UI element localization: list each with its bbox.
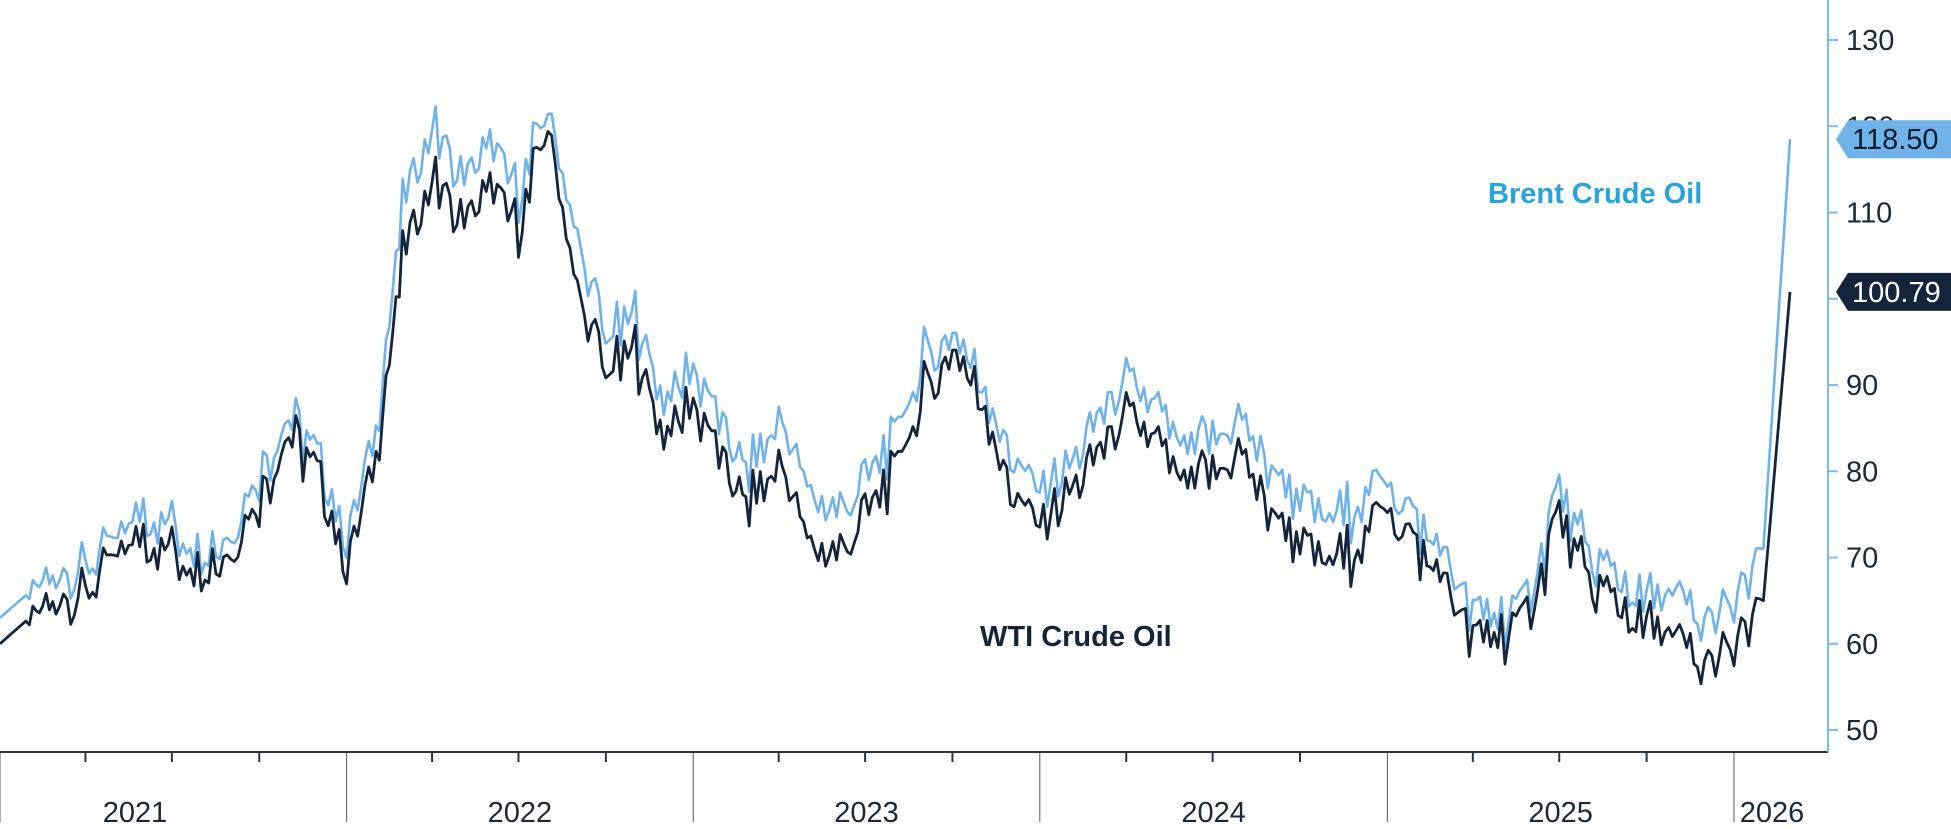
axes: [0, 0, 1829, 753]
y-tick-label-130: 130: [1846, 25, 1894, 57]
x-tick-label-2024: 2024: [1181, 797, 1246, 829]
x-tick-label-2021: 2021: [103, 797, 168, 829]
series-lines: [0, 105, 1792, 686]
wti-last-value-label: 100.79: [1852, 277, 1941, 309]
x-axis-separators: [0, 752, 1735, 822]
x-axis-ticks: 2021 2022 2023 2024 2025 2026: [84, 752, 1805, 829]
y-tick-label-110: 110: [1846, 198, 1892, 230]
wti-series-label: WTI Crude Oil: [980, 621, 1172, 653]
x-tick-label-2026: 2026: [1740, 797, 1805, 829]
y-tick-label-70: 70: [1846, 543, 1878, 575]
wti-line: [0, 130, 1792, 686]
y-tick-label-80: 80: [1846, 456, 1878, 488]
wti-last-value-tag: [1836, 272, 1951, 311]
brent-last-value-tag: [1836, 120, 1951, 159]
brent-line: [0, 105, 1792, 649]
x-tick-label-2025: 2025: [1528, 797, 1593, 829]
last-value-tags: 118.50 100.79: [1836, 120, 1951, 311]
brent-last-value-label: 118.50: [1852, 124, 1939, 156]
x-tick-label-2023: 2023: [834, 797, 899, 829]
brent-series-label: Brent Crude Oil: [1488, 178, 1702, 210]
x-tick-label-2022: 2022: [488, 797, 553, 829]
y-tick-label-90: 90: [1846, 370, 1878, 402]
y-tick-label-60: 60: [1846, 629, 1878, 661]
y-tick-label-50: 50: [1846, 715, 1878, 747]
